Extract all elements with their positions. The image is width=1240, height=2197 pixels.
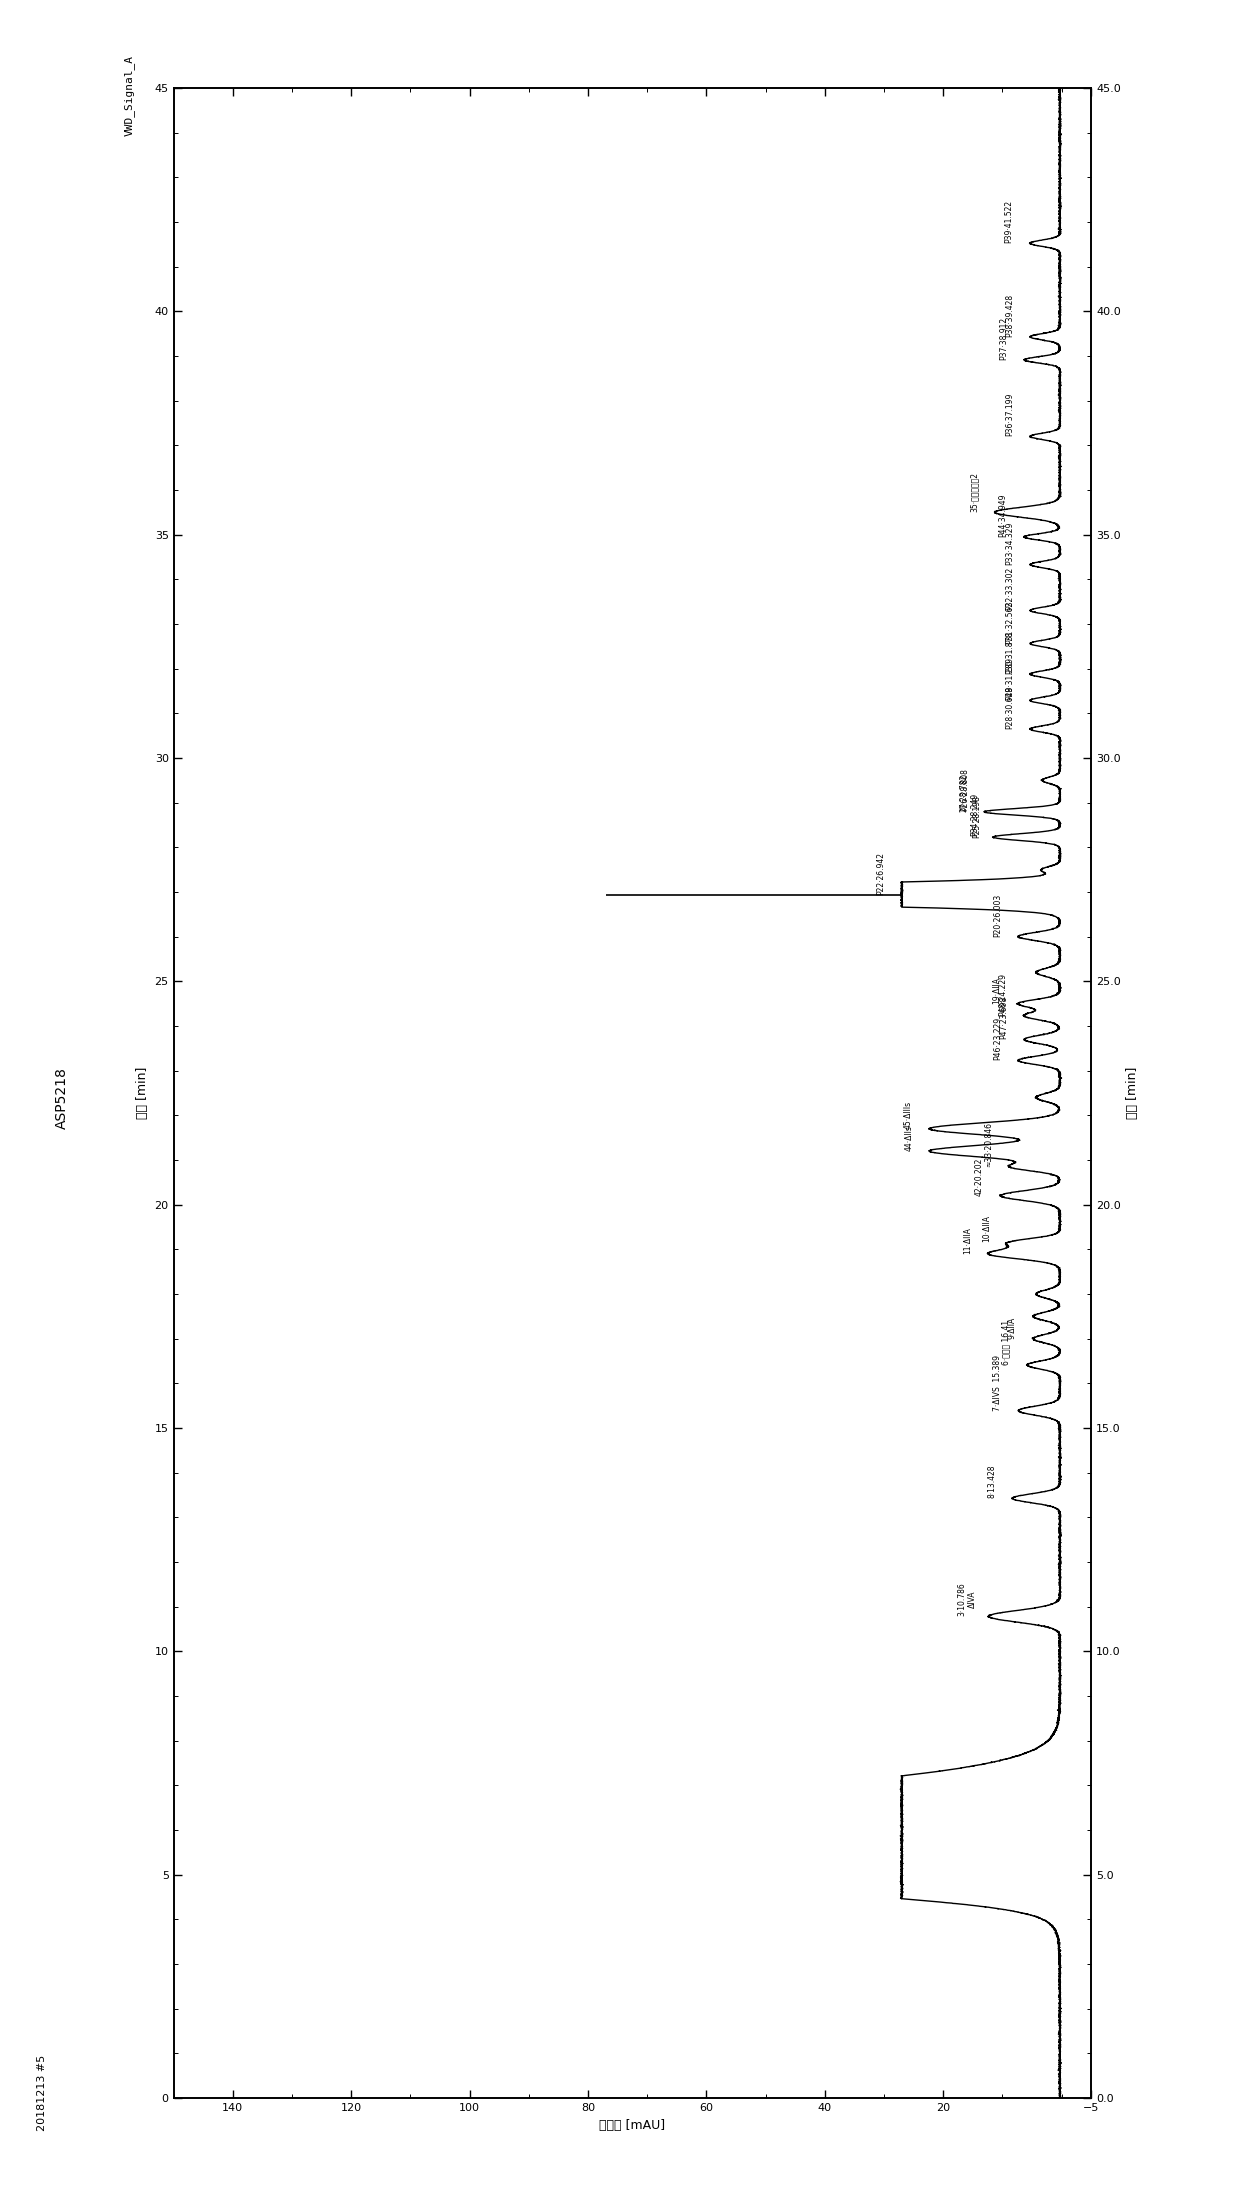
Text: ≈33·20.846: ≈33·20.846 — [985, 1123, 993, 1167]
Text: P46·23.229: P46·23.229 — [993, 1017, 1002, 1061]
Text: P31·32.562: P31·32.562 — [1006, 600, 1014, 644]
Text: 3·10.786
ΔIVA: 3·10.786 ΔIVA — [957, 1582, 977, 1617]
Y-axis label: 时间 [min]: 时间 [min] — [136, 1068, 149, 1118]
Text: 7·ΔIVS  15.389: 7·ΔIVS 15.389 — [993, 1356, 1002, 1410]
Text: P30·31.878: P30·31.878 — [1006, 631, 1014, 674]
Text: 42·20.202: 42·20.202 — [975, 1158, 985, 1195]
Text: P32·33.302: P32·33.302 — [1004, 567, 1014, 611]
Text: 10·ΔIIA: 10·ΔIIA — [982, 1215, 991, 1244]
Text: P33·34.329: P33·34.329 — [1006, 521, 1014, 565]
Text: 45·ΔIIIs: 45·ΔIIIs — [904, 1101, 913, 1129]
Text: P34·28.249: P34·28.249 — [970, 793, 978, 837]
Text: P48·24.229: P48·24.229 — [998, 973, 1008, 1015]
Text: P29·31.289: P29·31.289 — [1006, 657, 1014, 701]
Text: P38·39.428: P38·39.428 — [1006, 294, 1014, 336]
Text: 6·特征峰 16.41: 6·特征峰 16.41 — [1002, 1320, 1011, 1364]
Text: P36·37.199: P36·37.199 — [1006, 393, 1014, 437]
Text: 11·ΔIIA: 11·ΔIIA — [962, 1226, 972, 1254]
Text: 35·特征峰方方2: 35·特征峰方方2 — [970, 472, 980, 512]
Text: P25·28.198: P25·28.198 — [972, 795, 982, 839]
Text: P22·26.942: P22·26.942 — [877, 852, 885, 894]
Text: 27·28.782: 27·28.782 — [960, 773, 968, 813]
Text: 44·ΔIIs: 44·ΔIIs — [904, 1125, 914, 1151]
Text: P39·41.522: P39·41.522 — [1004, 200, 1013, 244]
Text: VWD_Signal_A: VWD_Signal_A — [124, 55, 135, 136]
Text: 19·ΔIIA: 19·ΔIIA — [992, 978, 1001, 1004]
Text: P28·30.648: P28·30.648 — [1006, 685, 1014, 729]
Text: P20·26.003: P20·26.003 — [993, 894, 1002, 936]
Text: 9·ΔIIA: 9·ΔIIA — [1008, 1316, 1017, 1338]
Text: P37·38.912: P37·38.912 — [999, 316, 1008, 360]
Text: 20181213 #5: 20181213 #5 — [37, 2054, 47, 2131]
Y-axis label: 时间 [min]: 时间 [min] — [1126, 1068, 1140, 1118]
Text: P44·34.949: P44·34.949 — [998, 494, 1008, 536]
Text: P47·23.698: P47·23.698 — [999, 995, 1008, 1039]
Text: 8·13.428: 8·13.428 — [987, 1465, 997, 1498]
Text: P26·28.808: P26·28.808 — [960, 769, 970, 811]
Text: ASP5218: ASP5218 — [55, 1068, 69, 1129]
X-axis label: 吸收値 [mAU]: 吸收値 [mAU] — [599, 2118, 666, 2131]
